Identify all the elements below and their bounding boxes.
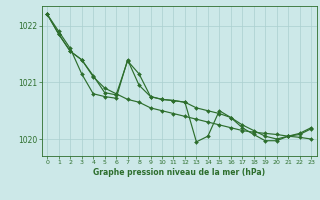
X-axis label: Graphe pression niveau de la mer (hPa): Graphe pression niveau de la mer (hPa) (93, 168, 265, 177)
